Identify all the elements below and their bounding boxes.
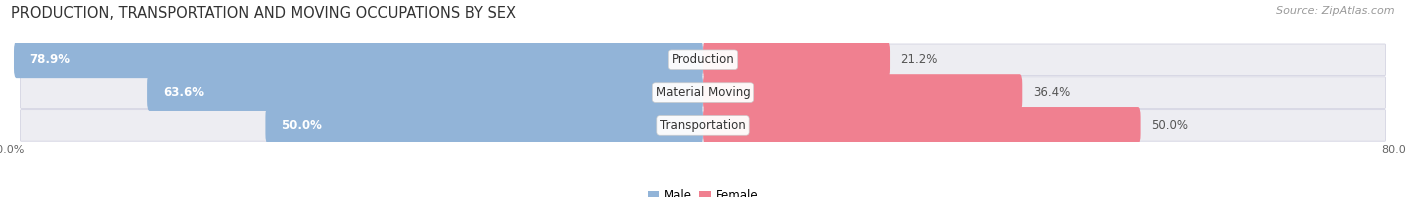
Text: 78.9%: 78.9% — [30, 53, 70, 66]
Legend: Male, Female: Male, Female — [643, 184, 763, 197]
FancyBboxPatch shape — [148, 74, 703, 111]
Text: 63.6%: 63.6% — [163, 86, 204, 99]
Text: PRODUCTION, TRANSPORTATION AND MOVING OCCUPATIONS BY SEX: PRODUCTION, TRANSPORTATION AND MOVING OC… — [11, 6, 516, 21]
Text: Transportation: Transportation — [661, 119, 745, 132]
FancyBboxPatch shape — [703, 41, 890, 78]
Text: Material Moving: Material Moving — [655, 86, 751, 99]
Text: 21.2%: 21.2% — [900, 53, 938, 66]
FancyBboxPatch shape — [21, 44, 1385, 75]
FancyBboxPatch shape — [14, 41, 703, 78]
FancyBboxPatch shape — [21, 77, 1385, 108]
FancyBboxPatch shape — [21, 110, 1385, 141]
Text: 50.0%: 50.0% — [281, 119, 322, 132]
FancyBboxPatch shape — [703, 107, 1140, 144]
FancyBboxPatch shape — [266, 107, 703, 144]
Text: Source: ZipAtlas.com: Source: ZipAtlas.com — [1277, 6, 1395, 16]
FancyBboxPatch shape — [703, 74, 1022, 111]
Text: 50.0%: 50.0% — [1152, 119, 1188, 132]
Text: 36.4%: 36.4% — [1033, 86, 1070, 99]
Text: Production: Production — [672, 53, 734, 66]
